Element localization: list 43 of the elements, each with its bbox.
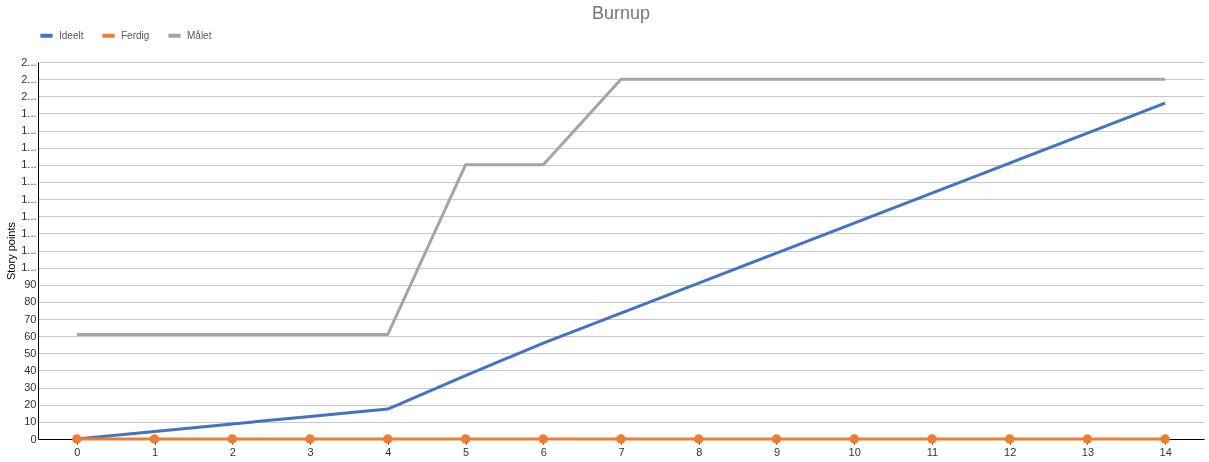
x-tick-label: 1 (152, 445, 159, 458)
x-tick-label: 12 (1004, 445, 1017, 458)
y-tick-label: 20 (24, 398, 37, 411)
x-tick-label: 10 (848, 445, 861, 458)
y-tick-label: 1... (21, 209, 37, 222)
y-tick-label: 1... (21, 141, 37, 154)
y-tick-label: 1... (21, 175, 37, 188)
y-axis-title: Story points (5, 221, 18, 281)
y-tick-label: 1... (21, 244, 37, 256)
y-tick-label: 1... (21, 106, 37, 119)
y-tick-label: 1... (21, 158, 37, 171)
x-tick-label: 4 (385, 445, 392, 458)
y-tick-label: 10 (24, 415, 37, 428)
x-tick-label: 7 (618, 445, 625, 458)
y-tick-label: 1... (21, 261, 37, 274)
x-tick-label: 11 (926, 445, 939, 458)
y-tick-label: 2... (21, 55, 37, 68)
x-tick-label: 8 (696, 445, 703, 458)
x-tick-label: 6 (540, 445, 547, 458)
x-tick-label: 5 (462, 445, 470, 458)
y-tick-label: 2... (21, 72, 37, 85)
x-tick-label: 13 (1081, 445, 1095, 458)
y-tick-label: 70 (24, 312, 37, 325)
y-tick-label: 90 (24, 278, 37, 291)
y-tick-label: 30 (24, 381, 37, 394)
x-tick-label: 9 (773, 445, 781, 458)
x-tick-label: 14 (1159, 445, 1172, 458)
y-tick-label: 1... (21, 124, 37, 137)
chart-title: Burnup (591, 3, 651, 23)
y-tick-label: 1... (21, 192, 37, 205)
y-tick-label: 50 (24, 346, 37, 359)
y-tick-label: 80 (24, 295, 37, 308)
y-tick-label: 40 (24, 363, 37, 376)
y-tick-label: 1... (21, 226, 37, 239)
legend-label: Ferdig (121, 29, 150, 41)
legend-label: Målet (187, 29, 212, 41)
y-tick-label: 2... (21, 89, 37, 102)
x-tick-label: 0 (74, 445, 81, 458)
x-tick-label: 2 (229, 445, 236, 458)
legend-label: Ideelt (59, 29, 84, 41)
y-tick-label: 60 (24, 329, 37, 342)
x-tick-label: 3 (307, 445, 314, 458)
y-tick-label: 0 (30, 432, 37, 445)
